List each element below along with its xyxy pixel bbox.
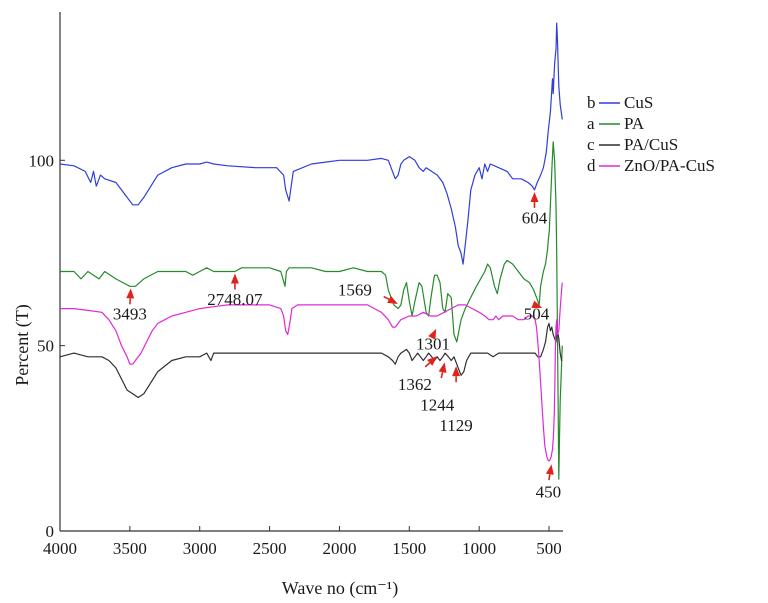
annotation-arrow-head <box>438 362 447 374</box>
annotation-arrow-head <box>427 356 438 366</box>
annotation-arrow-shaft <box>548 474 551 481</box>
x-tick-label: 1000 <box>462 539 496 558</box>
x-tick-label: 3500 <box>113 539 147 558</box>
annotation-arrow-head <box>531 300 543 309</box>
x-tick-label: 4000 <box>43 539 77 558</box>
annotation-arrow-shaft <box>440 372 444 379</box>
annotation-arrow-shaft <box>383 295 390 301</box>
annotation-arrow-head <box>452 366 461 377</box>
annotation-arrow-head <box>126 288 135 299</box>
y-tick-label: 100 <box>29 151 55 170</box>
legend-label: PA <box>624 114 645 133</box>
annotation-arrow-head <box>545 464 554 475</box>
legend: b CuS a PA c PA/CuS d ZnO/PA-CuS <box>587 93 715 175</box>
x-tick-label: 500 <box>536 539 562 558</box>
annotation-arrow-head <box>428 328 437 340</box>
y-tick-label: 50 <box>37 337 54 356</box>
annotation-label: 1569 <box>338 281 372 300</box>
legend-letter: a <box>587 114 595 133</box>
legend-label: ZnO/PA-CuS <box>624 156 715 175</box>
x-axis-title: Wave no (cm⁻¹) <box>282 578 398 599</box>
x-tick-label: 1500 <box>392 539 426 558</box>
x-tick-label: 2000 <box>322 539 356 558</box>
annotation-arrow-head <box>530 191 539 202</box>
annotation-arrow-head <box>230 273 239 284</box>
annotation-label: 1362 <box>398 375 432 394</box>
annotation-arrow-shaft <box>424 362 431 368</box>
annotation-label: 604 <box>522 208 548 227</box>
annotation-label: 1129 <box>439 416 472 435</box>
annotation-arrow-head <box>387 295 398 304</box>
series-line-cus <box>59 22 563 265</box>
x-tick-label: 2500 <box>253 539 287 558</box>
series-line-pa <box>60 141 563 480</box>
series-line-pa-cus <box>59 322 563 399</box>
series-line-zno-pa-cus <box>60 282 563 462</box>
annotation-label: 1301 <box>416 334 450 353</box>
legend-label: PA/CuS <box>624 135 678 154</box>
legend-letter: d <box>587 156 596 175</box>
annotation-label: 1244 <box>420 396 455 415</box>
annotation-label: 450 <box>536 483 562 502</box>
annotation-label: 504 <box>524 305 550 324</box>
x-ticks: 4000 3500 3000 2500 2000 1500 1000 500 <box>43 526 562 558</box>
x-tick-label: 3000 <box>183 539 217 558</box>
y-axis-title: Percent (T) <box>12 304 33 385</box>
annotation-label: 2748.07 <box>207 290 263 309</box>
legend-label: CuS <box>624 93 653 112</box>
y-tick-label: 0 <box>46 522 55 541</box>
legend-letter: c <box>587 135 595 154</box>
series-layer <box>59 22 563 480</box>
y-ticks: 0 50 100 <box>29 151 65 541</box>
annotation-label: 3493 <box>113 305 147 324</box>
legend-letter: b <box>587 93 596 112</box>
axes <box>59 12 563 532</box>
